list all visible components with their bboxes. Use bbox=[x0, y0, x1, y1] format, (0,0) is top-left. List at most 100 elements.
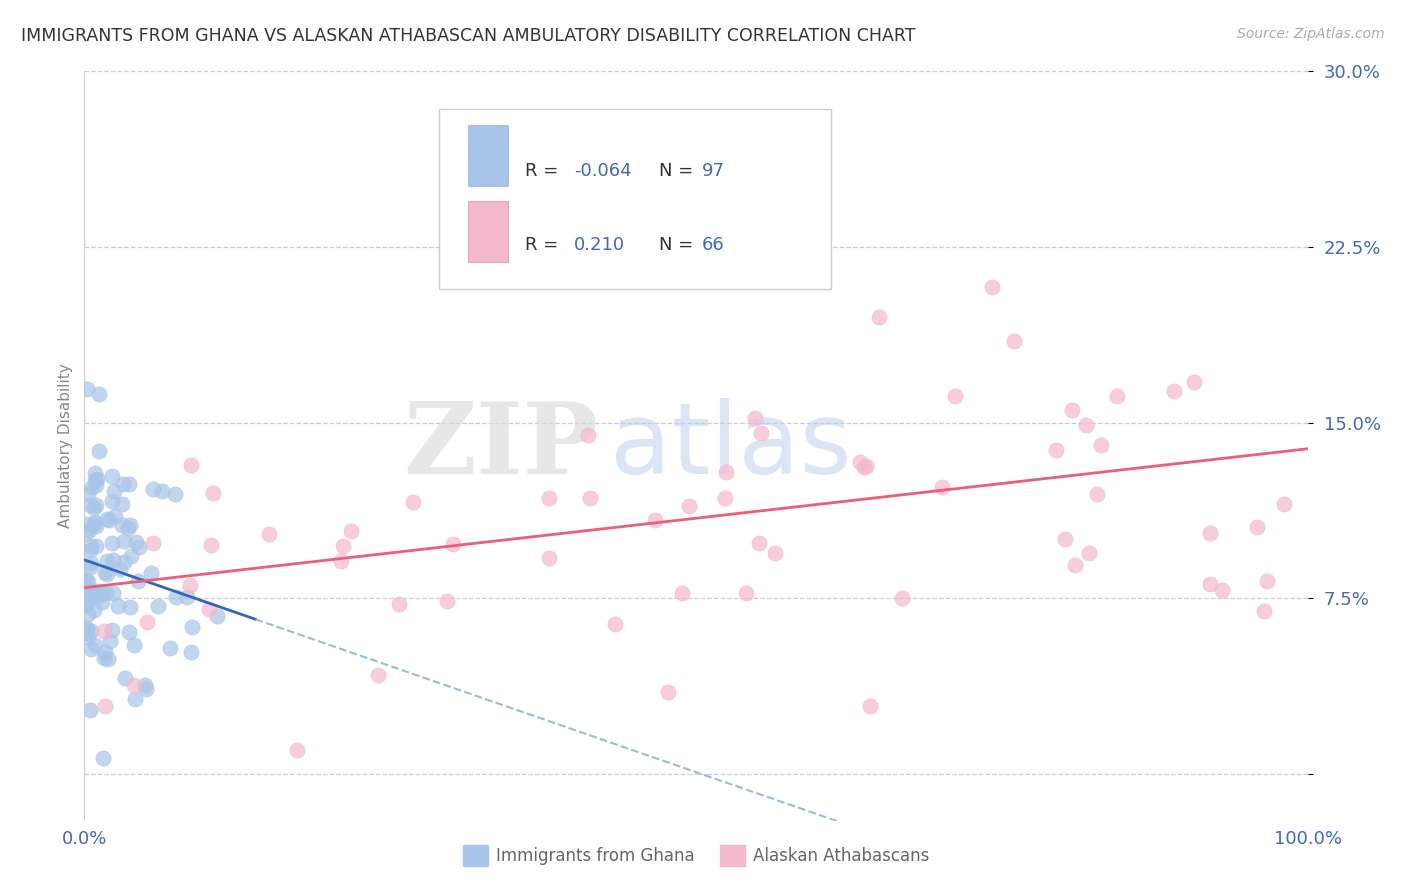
Text: R =: R = bbox=[524, 161, 564, 179]
Point bbox=[1246, 520, 1268, 534]
Point bbox=[84, 539, 107, 553]
Point bbox=[96, 586, 118, 600]
Legend: Immigrants from Ghana, Alaskan Athabascans: Immigrants from Ghana, Alaskan Athabasca… bbox=[456, 838, 936, 872]
Point bbox=[605, 616, 627, 631]
Point bbox=[709, 123, 731, 137]
Point bbox=[103, 484, 125, 499]
Point bbox=[340, 524, 363, 538]
Point bbox=[200, 538, 222, 552]
Point bbox=[1090, 438, 1112, 452]
Point bbox=[852, 459, 875, 474]
Point bbox=[80, 556, 103, 570]
Point bbox=[111, 518, 134, 533]
Point bbox=[93, 624, 115, 638]
Point bbox=[402, 495, 425, 509]
Point bbox=[159, 640, 181, 655]
Point bbox=[124, 691, 146, 706]
Point bbox=[763, 546, 786, 560]
Point bbox=[579, 491, 602, 505]
Point bbox=[1256, 574, 1278, 588]
Y-axis label: Ambulatory Disability: Ambulatory Disability bbox=[58, 364, 73, 528]
Point bbox=[79, 642, 101, 657]
Point bbox=[79, 559, 101, 574]
Point bbox=[1107, 389, 1129, 403]
Point bbox=[180, 458, 202, 472]
Point bbox=[118, 599, 141, 614]
Point bbox=[1045, 443, 1067, 458]
Point bbox=[101, 494, 124, 508]
Point bbox=[118, 476, 141, 491]
Point bbox=[744, 411, 766, 425]
Point bbox=[94, 699, 117, 714]
Point bbox=[87, 387, 110, 401]
Point bbox=[77, 523, 100, 537]
FancyBboxPatch shape bbox=[468, 125, 508, 186]
Point bbox=[117, 520, 139, 534]
Point bbox=[848, 455, 870, 469]
Point bbox=[108, 562, 131, 576]
Point bbox=[80, 480, 103, 494]
Text: R =: R = bbox=[524, 235, 564, 254]
Point bbox=[101, 552, 124, 566]
Point bbox=[120, 549, 142, 563]
Point bbox=[89, 444, 111, 458]
Point bbox=[98, 633, 121, 648]
Text: N =: N = bbox=[659, 235, 699, 254]
Point bbox=[87, 589, 110, 603]
Point bbox=[125, 535, 148, 549]
Point bbox=[83, 516, 105, 530]
Point bbox=[104, 508, 127, 523]
Point bbox=[112, 555, 135, 569]
Point bbox=[748, 535, 770, 549]
Point bbox=[107, 599, 129, 613]
Point bbox=[657, 684, 679, 698]
Point bbox=[770, 193, 793, 207]
Point bbox=[122, 638, 145, 652]
Point bbox=[86, 477, 108, 491]
Text: 66: 66 bbox=[702, 235, 725, 254]
Point bbox=[83, 516, 105, 531]
Point bbox=[1078, 546, 1101, 560]
Point bbox=[124, 678, 146, 692]
Point bbox=[76, 630, 98, 644]
Point bbox=[576, 428, 599, 442]
Point bbox=[142, 536, 165, 550]
Point bbox=[931, 480, 953, 494]
Point bbox=[128, 540, 150, 554]
Point bbox=[367, 667, 389, 681]
Point bbox=[1199, 525, 1222, 540]
Point bbox=[77, 487, 100, 501]
Point bbox=[332, 539, 354, 553]
Point bbox=[94, 645, 117, 659]
Point bbox=[1163, 384, 1185, 399]
Point bbox=[257, 527, 280, 541]
Point bbox=[101, 623, 124, 637]
Point bbox=[165, 487, 187, 501]
Point bbox=[77, 575, 100, 590]
Point bbox=[79, 498, 101, 512]
Text: N =: N = bbox=[659, 161, 699, 179]
Point bbox=[96, 566, 118, 581]
Point bbox=[111, 497, 134, 511]
Point bbox=[75, 585, 97, 599]
Point bbox=[90, 586, 112, 600]
Point bbox=[101, 468, 124, 483]
Point bbox=[103, 586, 125, 600]
Point bbox=[75, 594, 97, 608]
Point bbox=[96, 512, 118, 526]
Point bbox=[94, 566, 117, 580]
Text: Source: ZipAtlas.com: Source: ZipAtlas.com bbox=[1237, 27, 1385, 41]
Point bbox=[1253, 604, 1275, 618]
Point bbox=[76, 516, 98, 531]
Point bbox=[111, 477, 134, 491]
Point bbox=[201, 486, 224, 500]
Point bbox=[891, 591, 914, 606]
Point bbox=[943, 389, 966, 403]
FancyBboxPatch shape bbox=[439, 109, 831, 289]
Point bbox=[75, 621, 97, 635]
Point bbox=[84, 638, 107, 652]
Point bbox=[79, 703, 101, 717]
Point bbox=[91, 595, 114, 609]
Point bbox=[1272, 497, 1295, 511]
Point bbox=[180, 645, 202, 659]
